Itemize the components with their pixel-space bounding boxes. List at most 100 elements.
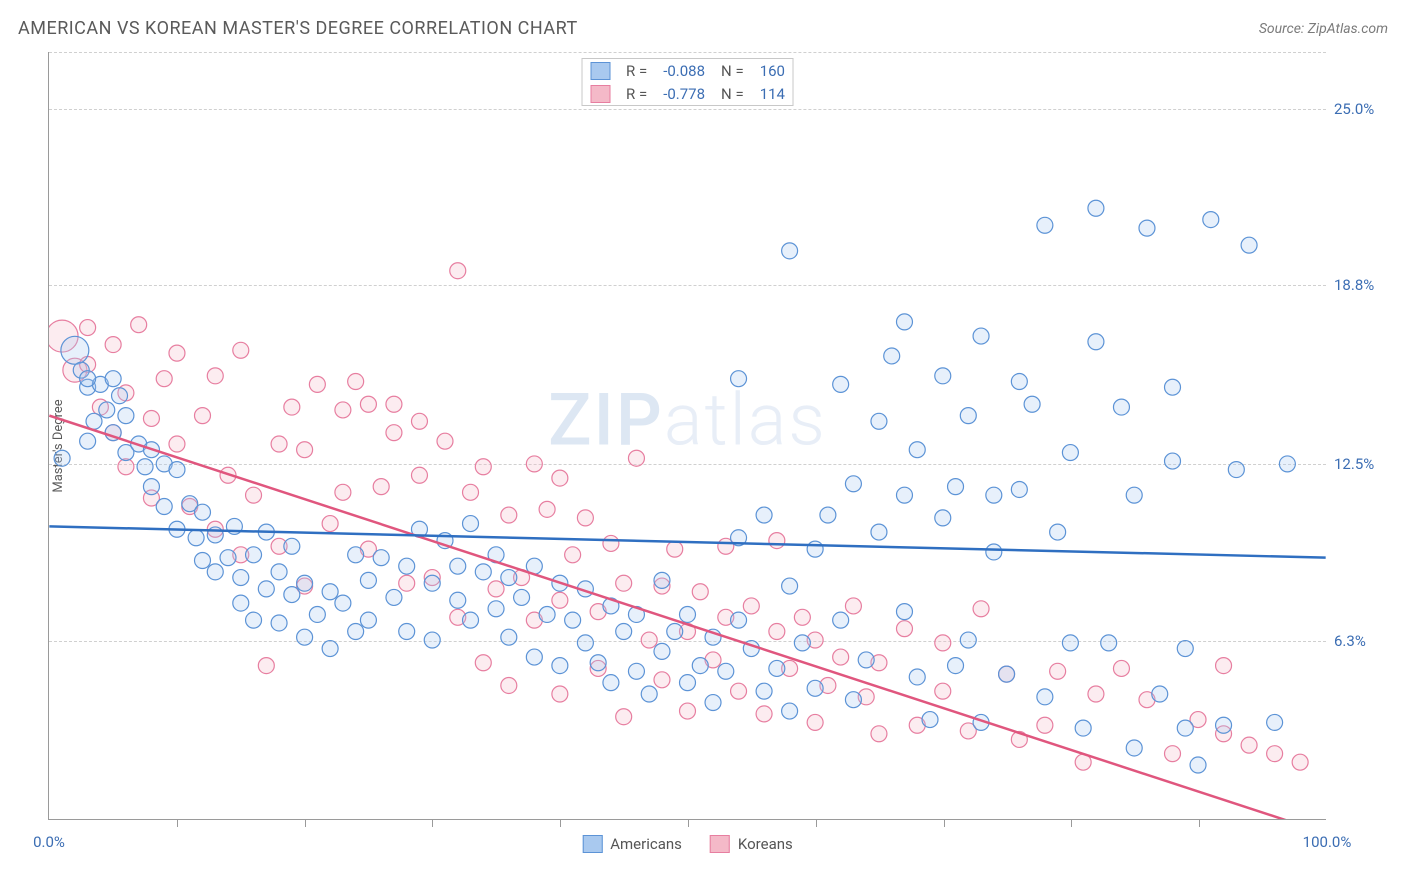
koreans-point xyxy=(131,317,147,333)
koreans-point xyxy=(195,408,211,424)
legend-swatch-koreans xyxy=(710,835,730,853)
americans-point xyxy=(1216,717,1232,733)
plot-area: ZIPatlas R = -0.088 N = 160 R = -0.778 N… xyxy=(48,52,1326,820)
x-tick xyxy=(688,819,689,827)
koreans-point xyxy=(539,501,555,517)
americans-point xyxy=(782,578,798,594)
koreans-point xyxy=(309,376,325,392)
stats-row-koreans: R = -0.778 N = 114 xyxy=(582,82,794,106)
americans-point xyxy=(1139,220,1155,236)
americans-point xyxy=(1152,686,1168,702)
americans-point xyxy=(360,572,376,588)
americans-point xyxy=(61,336,89,364)
americans-point xyxy=(590,655,606,671)
americans-point xyxy=(552,658,568,674)
americans-point xyxy=(756,507,772,523)
americans-point xyxy=(1037,689,1053,705)
americans-point xyxy=(692,658,708,674)
americans-point xyxy=(807,541,823,557)
koreans-point xyxy=(833,649,849,665)
americans-point xyxy=(322,584,338,600)
koreans-point xyxy=(322,516,338,532)
stats-box: R = -0.088 N = 160 R = -0.778 N = 114 xyxy=(581,58,794,106)
americans-point xyxy=(731,371,747,387)
americans-point xyxy=(858,652,874,668)
koreans-point xyxy=(692,584,708,600)
americans-point xyxy=(680,675,696,691)
koreans-point xyxy=(284,399,300,415)
americans-point xyxy=(1062,445,1078,461)
koreans-point xyxy=(118,459,134,475)
legend-item-koreans: Koreans xyxy=(710,835,793,853)
americans-point xyxy=(616,624,632,640)
koreans-point xyxy=(807,714,823,730)
koreans-point xyxy=(769,624,785,640)
koreans-point xyxy=(1113,660,1129,676)
legend-label-koreans: Koreans xyxy=(738,835,793,853)
koreans-point xyxy=(463,484,479,500)
americans-point xyxy=(794,635,810,651)
americans-point xyxy=(1165,379,1181,395)
koreans-point xyxy=(1165,746,1181,762)
koreans-point xyxy=(335,402,351,418)
americans-point xyxy=(137,459,153,475)
koreans-point xyxy=(973,601,989,617)
americans-point xyxy=(1050,524,1066,540)
americans-point xyxy=(756,683,772,699)
swatch-americans xyxy=(590,62,610,80)
americans-point xyxy=(220,550,236,566)
koreans-point xyxy=(667,541,683,557)
legend-item-americans: Americans xyxy=(582,835,682,853)
americans-point xyxy=(118,408,134,424)
koreans-point xyxy=(794,609,810,625)
koreans-point xyxy=(233,342,249,358)
americans-point xyxy=(99,402,115,418)
koreans-point xyxy=(386,396,402,412)
americans-point xyxy=(195,553,211,569)
americans-point xyxy=(896,604,912,620)
americans-point xyxy=(501,570,517,586)
title-bar: AMERICAN VS KOREAN MASTER'S DEGREE CORRE… xyxy=(18,18,1388,39)
americans-point xyxy=(246,612,262,628)
koreans-point xyxy=(1088,686,1104,702)
koreans-point xyxy=(437,433,453,449)
americans-point xyxy=(833,376,849,392)
americans-point xyxy=(246,547,262,563)
koreans-point xyxy=(731,683,747,699)
americans-point xyxy=(565,612,581,628)
koreans-point xyxy=(271,436,287,452)
koreans-point xyxy=(1216,658,1232,674)
koreans-point xyxy=(360,396,376,412)
koreans-point xyxy=(552,686,568,702)
koreans-point xyxy=(169,436,185,452)
x-tick xyxy=(177,819,178,827)
americans-point xyxy=(960,632,976,648)
koreans-point xyxy=(411,413,427,429)
americans-point xyxy=(603,675,619,691)
x-tick xyxy=(432,819,433,827)
americans-point xyxy=(731,612,747,628)
americans-point xyxy=(424,575,440,591)
americans-point xyxy=(501,629,517,645)
koreans-point xyxy=(411,467,427,483)
americans-point xyxy=(999,666,1015,682)
koreans-point xyxy=(935,635,951,651)
americans-point xyxy=(1177,720,1193,736)
chart-title: AMERICAN VS KOREAN MASTER'S DEGREE CORRE… xyxy=(18,18,578,39)
americans-point xyxy=(1126,740,1142,756)
stats-row-americans: R = -0.088 N = 160 xyxy=(582,59,794,83)
koreans-point xyxy=(450,263,466,279)
americans-point xyxy=(169,462,185,478)
americans-point xyxy=(935,510,951,526)
x-tick xyxy=(1199,819,1200,827)
koreans-point xyxy=(475,459,491,475)
koreans-point xyxy=(501,507,517,523)
y-tick-label: 25.0% xyxy=(1334,100,1394,118)
americans-point xyxy=(667,624,683,640)
americans-point xyxy=(1177,641,1193,657)
americans-point xyxy=(948,658,964,674)
x-tick xyxy=(1071,819,1072,827)
americans-point xyxy=(322,641,338,657)
americans-point xyxy=(1190,757,1206,773)
x-tick xyxy=(816,819,817,827)
